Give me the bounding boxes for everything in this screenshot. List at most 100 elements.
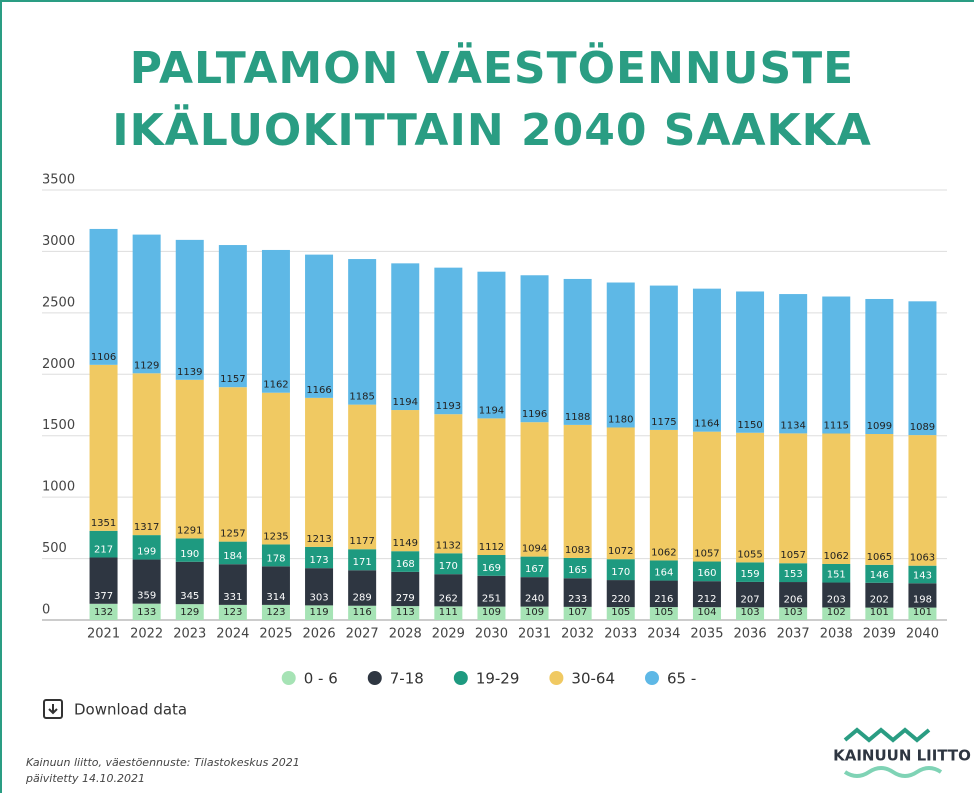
x-tick-label: 2038 [820, 627, 853, 642]
download-icon[interactable] [43, 699, 63, 719]
data-label: 164 [654, 568, 673, 579]
bar-segment [175, 604, 204, 620]
bar-segment [305, 546, 334, 569]
bar-segment [175, 379, 204, 539]
bar-segment [779, 294, 808, 434]
download-box[interactable] [43, 699, 63, 719]
x-tick-label: 2037 [777, 627, 810, 642]
y-tick-label: 1500 [42, 418, 75, 433]
download-arrowhead[interactable] [48, 708, 58, 715]
data-label: 1162 [263, 380, 288, 391]
data-label: 153 [784, 569, 803, 580]
data-label: 233 [568, 594, 587, 605]
bar-segment [606, 580, 635, 608]
data-label: 1149 [393, 538, 418, 549]
bar-segment [606, 559, 635, 581]
bar-segment [348, 259, 377, 405]
bar-segment [348, 605, 377, 620]
bar-segment [692, 581, 721, 608]
data-label: 103 [784, 607, 803, 618]
data-label: 171 [353, 557, 372, 568]
bar-segment [348, 549, 377, 571]
data-label: 184 [223, 551, 242, 562]
x-tick-label: 2026 [303, 627, 336, 642]
data-label: 1055 [737, 549, 762, 560]
data-label: 1099 [867, 421, 892, 432]
data-label: 359 [137, 591, 156, 602]
data-label: 104 [697, 607, 716, 618]
download-link[interactable]: Download data [74, 701, 187, 719]
data-label: 151 [827, 570, 846, 581]
logo-wave [843, 766, 943, 778]
bar-segment [606, 282, 635, 428]
data-label: 1257 [220, 529, 245, 540]
data-label: 107 [568, 607, 587, 618]
data-label: 1185 [349, 392, 374, 403]
bar-segment [348, 404, 377, 550]
data-label: 190 [180, 549, 199, 560]
data-label: 207 [741, 594, 760, 605]
data-label: 1150 [737, 420, 762, 431]
bar-segment [908, 301, 937, 436]
data-label: 1063 [910, 553, 935, 564]
bar-segment [563, 606, 592, 620]
data-label: 165 [568, 565, 587, 576]
data-label: 1175 [651, 417, 676, 428]
legend-label: 65 - [667, 670, 696, 688]
bar-segment [865, 298, 894, 434]
bar-segment [779, 607, 808, 620]
x-tick-label: 2022 [130, 627, 163, 642]
data-label: 279 [396, 593, 415, 604]
bar-segment [908, 607, 937, 620]
x-tick-label: 2039 [863, 627, 896, 642]
data-label: 1139 [177, 367, 202, 378]
logo-text: KAINUUN LIITTO [833, 747, 971, 765]
data-label: 1164 [694, 419, 719, 430]
data-label: 198 [913, 595, 932, 606]
source: Kainuun liitto, väestöennuste: Tilastoke… [26, 756, 300, 769]
x-tick-label: 2040 [906, 627, 939, 642]
bar-segment [261, 604, 290, 620]
data-label: 1057 [694, 549, 719, 560]
data-label: 1291 [177, 525, 202, 536]
bar-segment [736, 581, 765, 608]
bar-segment [865, 564, 894, 583]
bar-segment [434, 553, 463, 575]
data-label: 1235 [263, 531, 288, 542]
data-label: 143 [913, 570, 932, 581]
data-label: 1089 [910, 422, 935, 433]
data-label: 1196 [522, 409, 547, 420]
data-label: 345 [180, 591, 199, 602]
data-label: 289 [353, 593, 372, 604]
bar-segment [779, 582, 808, 608]
data-label: 101 [913, 607, 932, 618]
bar-segment [175, 538, 204, 562]
x-tick-label: 2023 [173, 627, 206, 642]
data-label: 314 [266, 592, 285, 603]
bar-segment [434, 267, 463, 415]
logo-waves [843, 727, 943, 778]
data-label: 178 [266, 553, 285, 564]
bar-segment [218, 387, 247, 542]
data-label: 105 [654, 607, 673, 618]
bar-segment [305, 605, 334, 620]
bar-segment [89, 364, 118, 531]
data-label: 109 [525, 607, 544, 618]
data-label: 146 [870, 570, 889, 581]
x-tick-label: 2024 [216, 627, 249, 642]
legend-label: 7-18 [390, 670, 424, 688]
bar-segment [736, 432, 765, 563]
data-label: 1177 [349, 536, 374, 547]
bar-segment [89, 228, 118, 365]
data-label: 262 [439, 593, 458, 604]
bar-segment [132, 535, 161, 560]
data-label: 167 [525, 564, 544, 575]
bar-segment [520, 577, 549, 607]
data-label: 119 [310, 607, 329, 618]
bar-segment [305, 397, 334, 547]
bar-segment [649, 560, 678, 581]
bar-segment [434, 574, 463, 607]
bar-segment [132, 559, 161, 604]
data-label: 1166 [306, 385, 331, 396]
